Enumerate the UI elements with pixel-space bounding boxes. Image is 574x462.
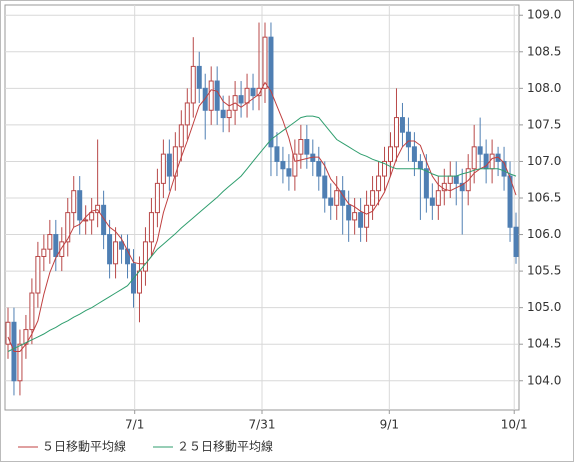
candle-body — [370, 190, 376, 206]
y-tick-label: 107.0 — [527, 154, 561, 168]
ma-line — [7, 115, 517, 352]
candle-body — [107, 234, 113, 265]
candle-body — [280, 160, 286, 170]
y-tick-label: 107.5 — [527, 117, 561, 131]
candle-body — [322, 175, 328, 199]
candle-body — [89, 212, 95, 221]
candle-body — [453, 175, 459, 184]
x-tick-label: 9/1 — [380, 418, 399, 432]
candle-body — [292, 153, 298, 177]
x-tick-label: 10/1 — [501, 418, 528, 432]
y-tick-label: 109.0 — [527, 8, 561, 22]
candle-body — [113, 241, 119, 265]
candle-body — [423, 168, 429, 199]
candle-body — [376, 175, 382, 192]
candle-body — [5, 321, 11, 345]
candle-body — [226, 109, 232, 119]
candle-body — [244, 87, 250, 104]
candle-body — [477, 146, 483, 155]
legend-label: ２５日移動平均線 — [177, 439, 273, 454]
candle-body — [47, 234, 53, 250]
y-tick-label: 106.0 — [527, 227, 561, 241]
candle-body — [411, 146, 417, 162]
candle-body — [166, 153, 172, 177]
candle-body — [29, 292, 35, 331]
candle-body — [471, 146, 477, 170]
candle-body — [358, 212, 364, 228]
candle-body — [178, 124, 184, 148]
x-tick-label: 7/1 — [125, 418, 144, 432]
candle-body — [262, 36, 268, 89]
candle-body — [160, 153, 166, 184]
candle-body — [196, 65, 202, 89]
candle-body — [429, 197, 435, 206]
candle-body — [77, 190, 83, 221]
candle-body — [136, 270, 142, 294]
candle-body — [352, 212, 358, 221]
y-tick-label: 104.0 — [527, 373, 561, 387]
candle-body — [119, 241, 125, 250]
y-tick-label: 106.5 — [527, 190, 561, 204]
candle-body — [513, 226, 519, 257]
candle-body — [459, 182, 465, 192]
candle-body — [238, 95, 244, 104]
candle-body — [405, 131, 411, 148]
candle-body — [435, 190, 441, 206]
y-tick-label: 104.5 — [527, 337, 561, 351]
candle-body — [214, 80, 220, 111]
candle-body — [142, 241, 148, 272]
legend-label: ５日移動平均線 — [42, 439, 126, 454]
candle-body — [41, 248, 47, 257]
candle-body — [95, 204, 101, 214]
candle-body — [148, 212, 154, 243]
candle-body — [346, 204, 352, 221]
candle-body — [53, 234, 59, 257]
candle-body — [250, 87, 256, 97]
candle-body — [304, 139, 310, 155]
candle-body — [17, 343, 23, 382]
candle-body — [256, 87, 262, 97]
candle-body — [184, 102, 190, 126]
candle-body — [393, 117, 399, 148]
candle-body — [382, 160, 388, 177]
candle-body — [190, 65, 196, 104]
candle-body — [274, 146, 280, 162]
candle-body — [334, 190, 340, 206]
y-tick-label: 108.0 — [527, 81, 561, 95]
candle-body — [388, 146, 393, 162]
candle-body — [447, 175, 453, 184]
candle-body — [208, 80, 214, 111]
candle-body — [316, 160, 322, 177]
candle-body — [507, 175, 513, 228]
candle-body — [65, 212, 71, 243]
y-tick-label: 108.5 — [527, 44, 561, 58]
y-tick-label: 105.0 — [527, 300, 561, 314]
candle-body — [328, 197, 334, 206]
candle-body — [298, 139, 304, 155]
candle-body — [125, 248, 131, 265]
candle-body — [417, 160, 423, 170]
candle-body — [154, 182, 160, 214]
candle-body — [59, 241, 65, 257]
y-tick-label: 105.5 — [527, 264, 561, 278]
candle-body — [83, 219, 89, 222]
candle-body — [220, 109, 226, 119]
candle-body — [489, 153, 495, 170]
candle-body — [71, 190, 77, 214]
candle-body — [399, 117, 405, 133]
x-tick-label: 7/31 — [249, 418, 276, 432]
candle-body — [441, 182, 447, 192]
candle-body — [286, 168, 292, 177]
candle-body — [35, 255, 41, 294]
candle-body — [364, 204, 370, 228]
candle-body — [101, 204, 107, 236]
